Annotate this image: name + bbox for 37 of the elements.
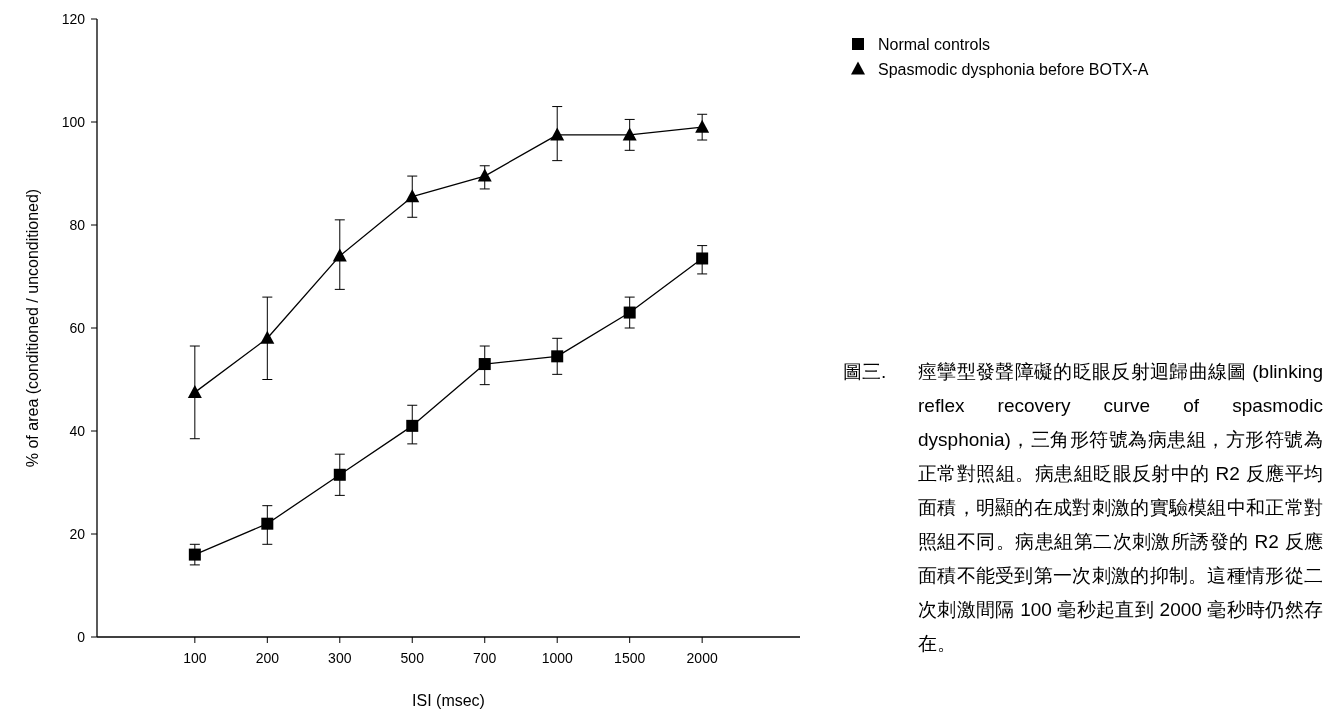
- text: 圖三.: [843, 360, 887, 384]
- x-axis-title: ISI (msec): [412, 692, 485, 709]
- y-tick-label: 100: [61, 114, 86, 130]
- point: [477, 168, 492, 182]
- point: [332, 248, 347, 262]
- point: [478, 358, 491, 371]
- x-tick-label: 300: [328, 650, 352, 666]
- x-tick-label: 2000: [686, 650, 718, 666]
- point: [261, 517, 274, 530]
- point: [696, 252, 709, 265]
- point: [333, 468, 346, 481]
- point: [260, 330, 275, 344]
- legend-label: Spasmodic dysphonia before BOTX-A: [878, 61, 1149, 78]
- x-tick-label: 1500: [614, 650, 646, 666]
- y-tick-label: 120: [61, 11, 86, 27]
- x-tick-label: 100: [183, 650, 207, 666]
- point: [406, 419, 419, 432]
- point: [623, 306, 636, 319]
- point: [695, 119, 710, 133]
- x-tick-label: 200: [255, 650, 280, 666]
- point: [188, 548, 201, 561]
- x-tick-label: 500: [400, 650, 425, 666]
- y-tick-label: 80: [69, 217, 86, 233]
- y-tick-label: 40: [69, 423, 86, 439]
- y-tick-label: 0: [77, 629, 86, 645]
- point: [551, 350, 564, 363]
- x-tick-label: 700: [473, 650, 497, 666]
- point: [622, 127, 637, 141]
- y-tick-label: 20: [69, 526, 86, 542]
- point: [550, 127, 565, 141]
- legend-label: Normal controls: [878, 36, 991, 53]
- text: 痙攣型發聲障礙的眨眼反射迴歸曲線圖 (blinking reflex recovery curve of spasmodic dysphonia)，三角形符號為病患組，方形符號為正常對照組。病患組眨眼反射中的 R2 反應平均面積，明顯的在成對刺激的實驗模組中和正常對照組不同。病患組第二次刺激所誘發的 R2 反應面積不能受到第一次刺激的抑制。這種情形從二次刺激間隔 100 毫秒起直到 2000 毫秒時仍然存在。: [918, 361, 1323, 654]
- x-tick-label: 1000: [541, 650, 573, 666]
- point: [405, 189, 420, 203]
- point: [187, 384, 202, 398]
- y-tick-label: 60: [69, 320, 86, 336]
- y-axis-title: % of area (conditioned / unconditioned): [24, 188, 41, 468]
